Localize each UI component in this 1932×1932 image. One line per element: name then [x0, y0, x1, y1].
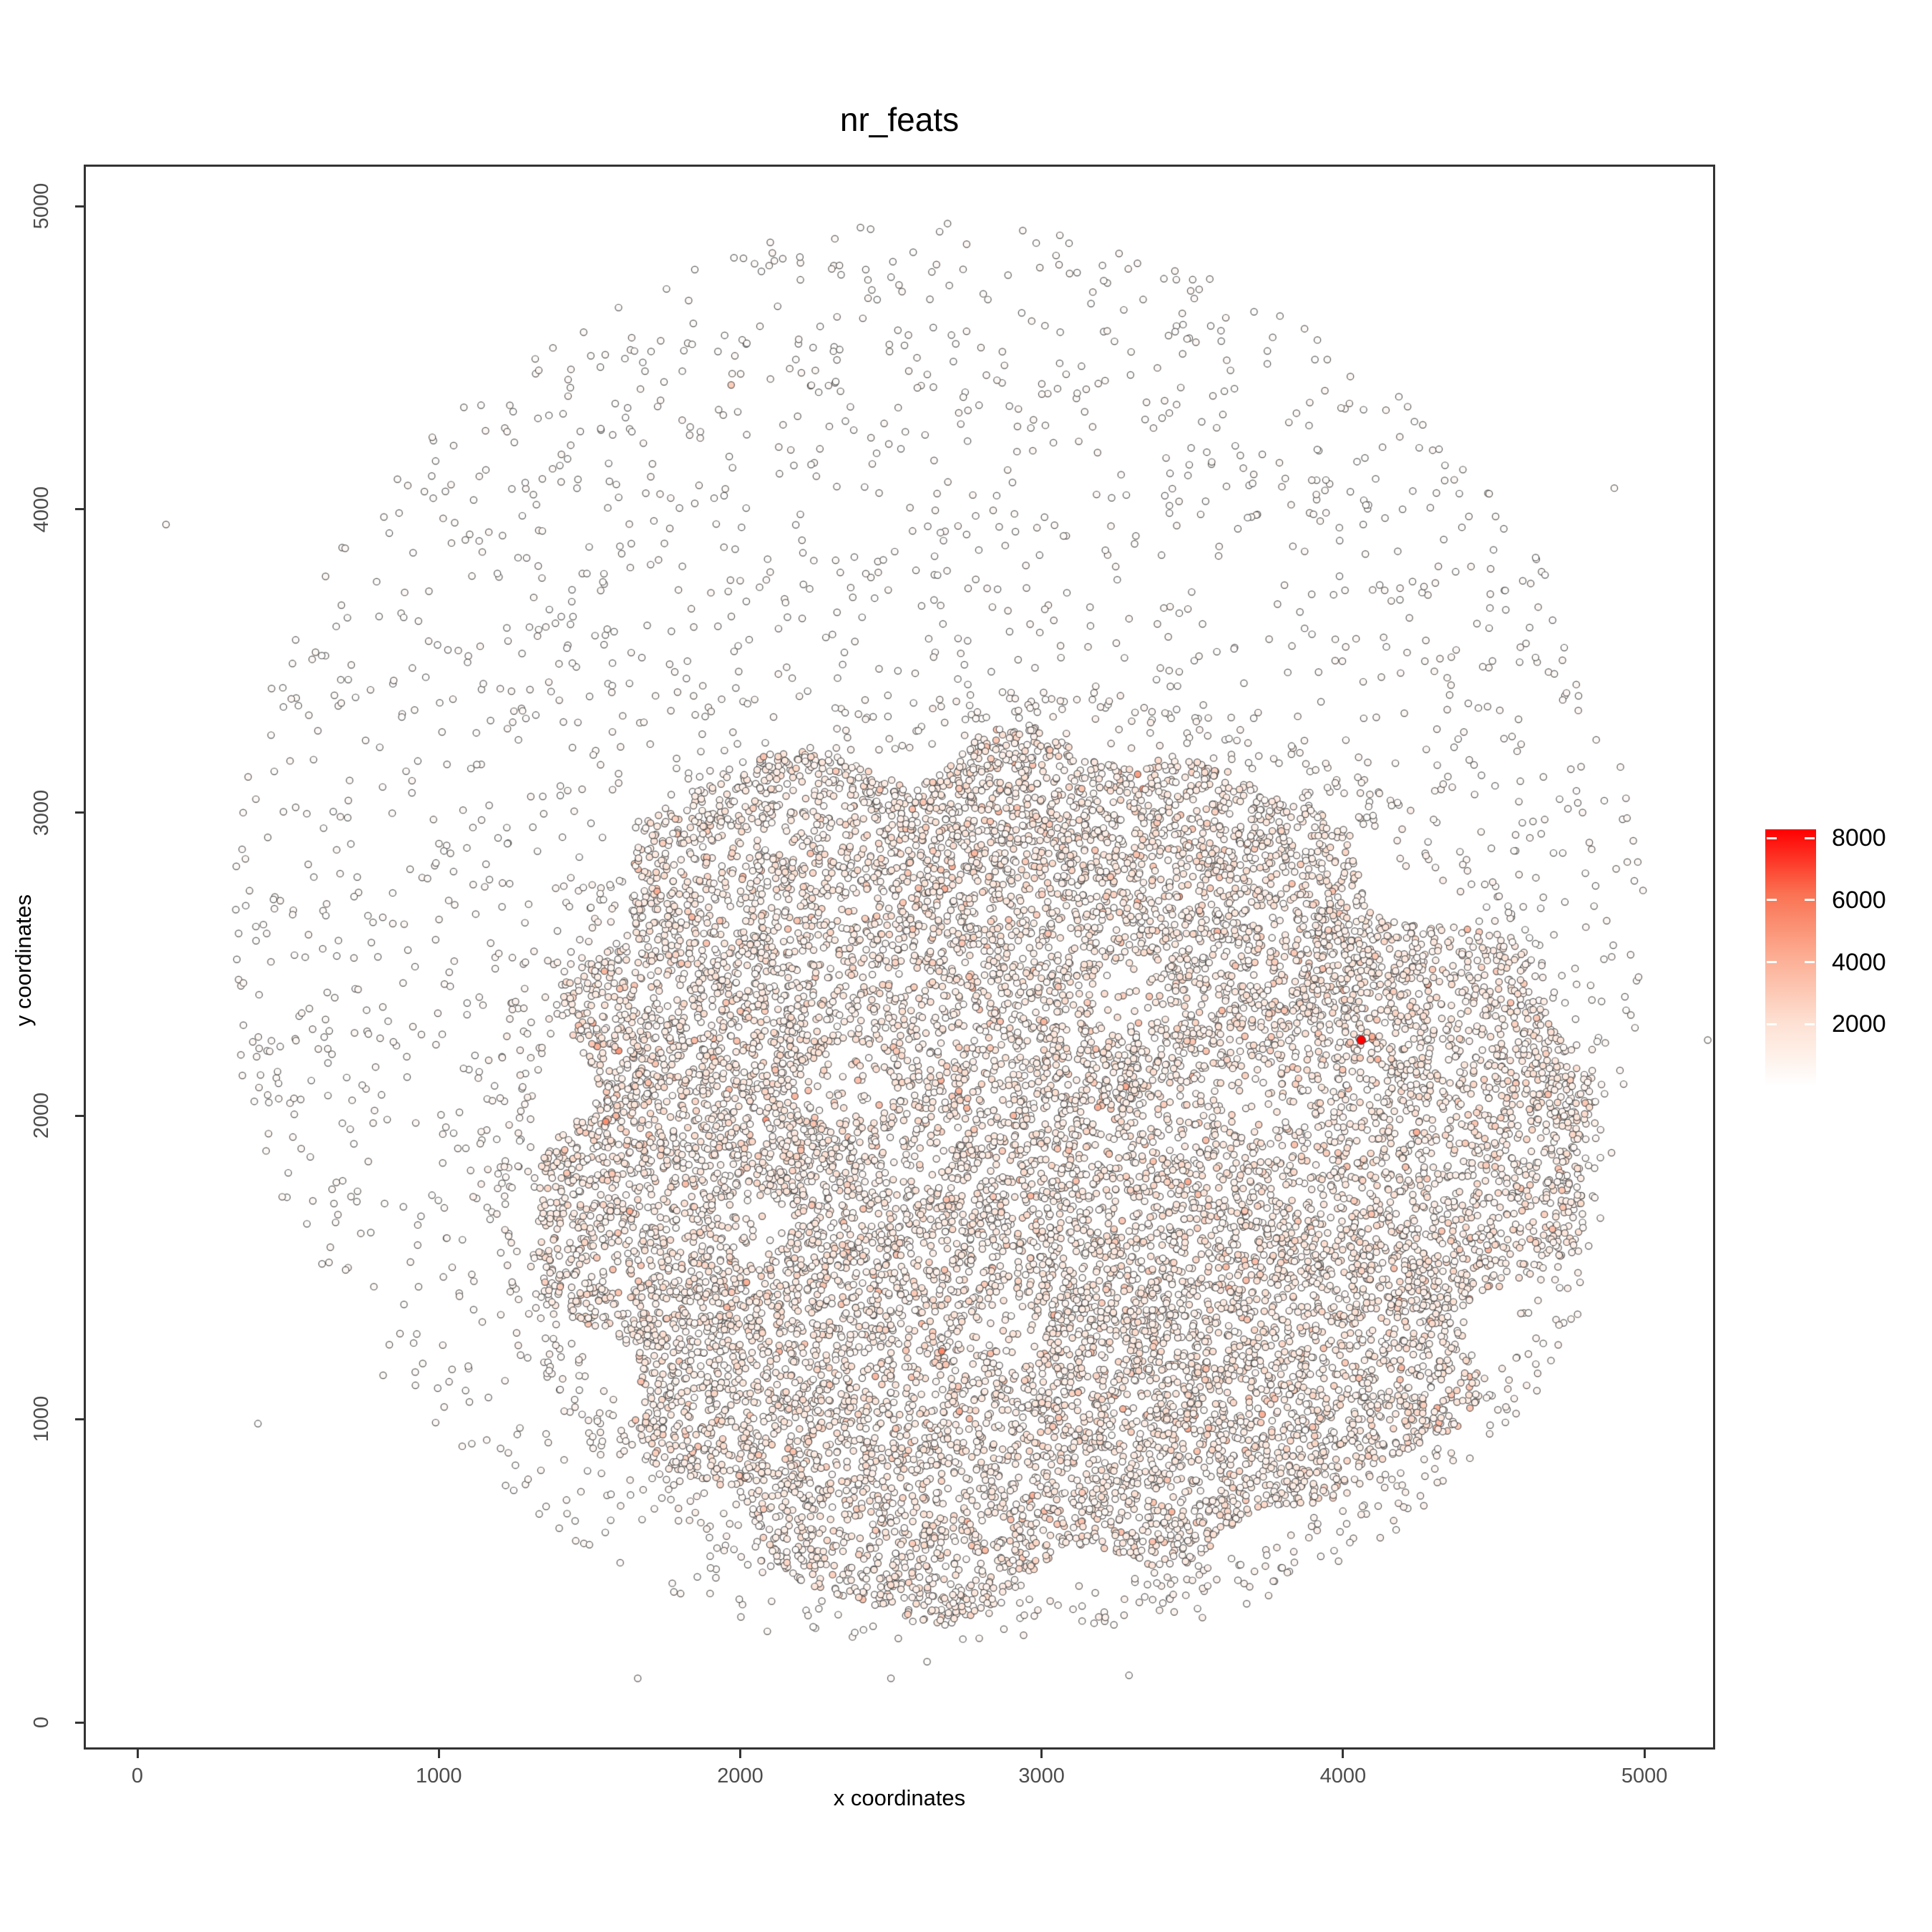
x-tick-mark — [437, 1750, 440, 1758]
x-tick-label: 0 — [131, 1765, 144, 1787]
scatter-points-canvas — [84, 165, 1715, 1750]
x-tick-mark — [1040, 1750, 1043, 1758]
y-tick-mark — [75, 205, 84, 208]
legend-tick-mark — [1805, 899, 1815, 902]
x-axis-title: x coordinates — [833, 1785, 966, 1810]
legend-tick-mark — [1767, 836, 1777, 839]
y-tick-mark — [75, 1721, 84, 1724]
y-tick-label: 4000 — [29, 486, 53, 533]
legend-tick-label: 4000 — [1832, 948, 1886, 976]
y-tick-label: 5000 — [29, 182, 53, 230]
legend-tick-mark — [1767, 961, 1777, 964]
plot-title: nr_feats — [839, 101, 960, 138]
y-axis-title: y coordinates — [11, 894, 36, 1027]
y-tick-label: 2000 — [29, 1093, 53, 1139]
x-tick-label: 4000 — [1319, 1765, 1367, 1787]
y-tick-label: 3000 — [29, 789, 53, 836]
x-tick-mark — [1342, 1750, 1345, 1758]
legend-tick-label: 8000 — [1832, 824, 1886, 852]
x-tick-label: 2000 — [717, 1765, 763, 1787]
y-tick-label: 1000 — [29, 1395, 53, 1443]
legend-tick-mark — [1767, 899, 1777, 902]
x-tick-label: 5000 — [1621, 1765, 1668, 1787]
legend-tick-label: 6000 — [1832, 886, 1886, 914]
x-tick-mark — [136, 1750, 139, 1758]
color-legend-gradient-bar — [1765, 829, 1816, 1086]
legend-tick-mark — [1805, 836, 1815, 839]
legend-tick-mark — [1805, 1023, 1815, 1025]
y-tick-mark — [75, 1418, 84, 1420]
y-tick-mark — [75, 811, 84, 814]
x-tick-mark — [738, 1750, 741, 1758]
x-tick-label: 3000 — [1018, 1765, 1065, 1787]
y-tick-mark — [75, 1114, 84, 1117]
legend-tick-label: 2000 — [1832, 1010, 1886, 1038]
y-tick-label: 0 — [29, 1716, 53, 1729]
legend-tick-mark — [1767, 1023, 1777, 1025]
x-tick-mark — [1643, 1750, 1646, 1758]
legend-tick-mark — [1805, 961, 1815, 964]
y-tick-mark — [75, 508, 84, 511]
x-tick-label: 1000 — [415, 1765, 462, 1787]
